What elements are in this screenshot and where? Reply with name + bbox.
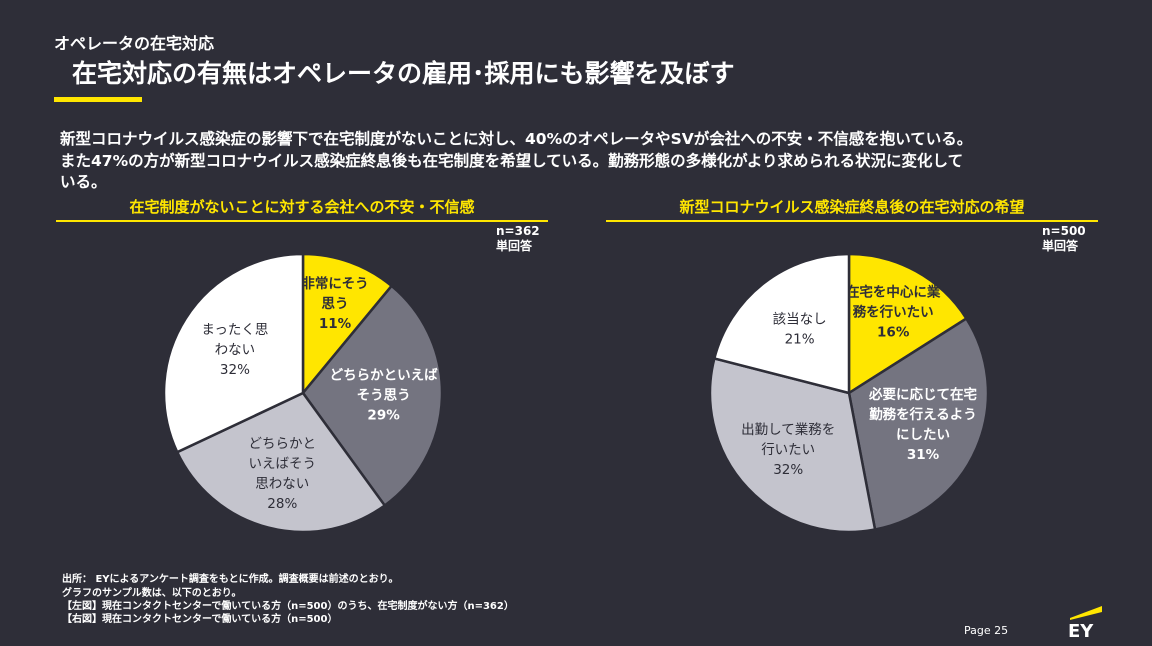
right-pie-slice-2-label: 勤務を行えるよう bbox=[869, 406, 977, 423]
right-chart-title: 新型コロナウイルス感染症終息後の在宅対応の希望 bbox=[606, 196, 1098, 222]
right-pie-slice-3 bbox=[708, 356, 877, 534]
ey-logo-text: EY bbox=[1068, 621, 1094, 640]
summary-line-1: 新型コロナウイルス感染症の影響下で在宅制度がないことに対し、40%のオペレータや… bbox=[60, 130, 973, 148]
right-chart-meta: n=500 単回答 bbox=[1042, 224, 1086, 254]
right-pie-slice-2-label: 必要に応じて在宅 bbox=[868, 386, 977, 403]
page-title: 在宅対応の有無はオペレータの雇用･採用にも影響を及ぼす bbox=[72, 59, 735, 88]
left-pie-slice-4-label: わない bbox=[215, 342, 256, 358]
right-sample-size: n=500 bbox=[1042, 224, 1086, 238]
left-pie-slice-4-label: まったく思 bbox=[201, 322, 268, 338]
right-pie-slice-4-value-label: 21% bbox=[785, 331, 815, 347]
footnote-left: 【左図】現在コンタクトセンターで働いている方（n=500）のうち、在宅制度がない… bbox=[62, 601, 514, 612]
right-pie-slice-2 bbox=[847, 316, 990, 532]
page-number: Page 25 bbox=[964, 624, 1009, 637]
left-pie-slice-3 bbox=[175, 391, 387, 534]
summary-line-2: また47%の方が新型コロナウイルス感染症終息後も在宅制度を希望している。勤務形態… bbox=[60, 152, 964, 170]
right-pie-slice-1-label: 務を行いたい bbox=[853, 304, 934, 321]
right-pie-slice-3-label: 行いたい bbox=[761, 442, 815, 458]
left-pie-slice-2-value-label: 29% bbox=[367, 408, 400, 424]
left-chart-title: 在宅制度がないことに対する会社への不安・不信感 bbox=[56, 196, 548, 222]
left-pie-slice-2-label: どちらかといえば bbox=[330, 368, 438, 384]
right-pie-slice-4-label: 該当なし bbox=[773, 311, 827, 327]
right-pie-slice-1 bbox=[847, 252, 969, 396]
left-pie-slice-1 bbox=[301, 252, 394, 397]
left-pie-slice-1-value-label: 11% bbox=[319, 316, 352, 332]
right-answer-type: 単回答 bbox=[1042, 239, 1079, 253]
footnote-source: 出所： EYによるアンケート調査をもとに作成。調査概要は前述のとおり。 bbox=[62, 574, 399, 585]
left-sample-size: n=362 bbox=[496, 224, 540, 238]
left-pie-slice-2 bbox=[301, 284, 444, 508]
left-pie-slice-3-value-label: 28% bbox=[267, 496, 297, 512]
footnote-right: 【右図】現在コンタクトセンターで働いている方（n=500） bbox=[62, 614, 338, 625]
summary-line-3: いる。 bbox=[60, 173, 107, 191]
right-pie-slice-2-label: にしたい bbox=[896, 427, 950, 443]
left-pie-slice-3-label: いえばそう bbox=[249, 456, 316, 472]
ey-logo: EY bbox=[1068, 606, 1102, 640]
left-pie-slice-4-value-label: 32% bbox=[220, 362, 250, 378]
right-pie-slice-4 bbox=[712, 252, 851, 395]
title-underline bbox=[54, 97, 142, 102]
left-pie-slice-1-label: 思う bbox=[322, 296, 349, 312]
right-pie-slice-3-value-label: 32% bbox=[773, 462, 803, 478]
left-pie-slice-3-label: どちらかと bbox=[249, 436, 316, 452]
right-pie-slice-1-label: 在宅を中心に業 bbox=[846, 284, 941, 301]
right-pie-slice-1-value-label: 16% bbox=[877, 325, 910, 341]
left-chart-meta: n=362 単回答 bbox=[496, 224, 540, 254]
right-pie-slice-3-label: 出勤して業務を bbox=[741, 422, 835, 438]
footnote-sample: グラフのサンプル数は、以下のとおり。 bbox=[62, 588, 242, 599]
section-label: オペレータの在宅対応 bbox=[54, 34, 215, 53]
left-pie-slice-1-label: 非常にそう bbox=[301, 275, 368, 292]
left-answer-type: 単回答 bbox=[496, 239, 533, 253]
ey-logo-beam bbox=[1070, 606, 1102, 620]
left-pie-slice-3-label: 思わない bbox=[255, 476, 309, 492]
left-pie-slice-4 bbox=[162, 252, 305, 454]
left-pie-slice-2-label: そう思う bbox=[357, 388, 411, 404]
right-pie-slice-2-value-label: 31% bbox=[907, 447, 940, 463]
